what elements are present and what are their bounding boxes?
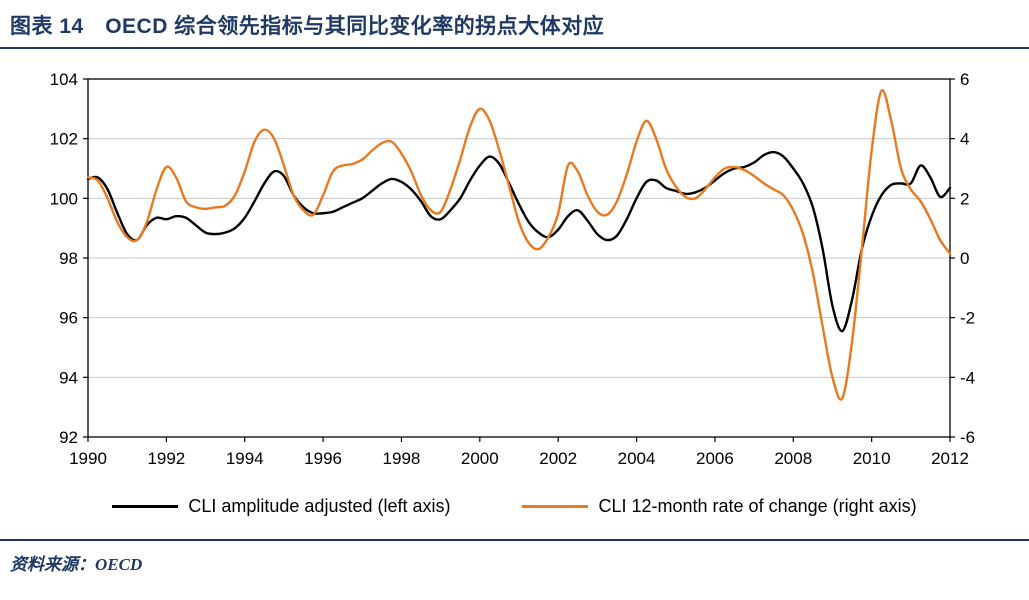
left-axis-tick-label: 94 — [59, 368, 78, 387]
left-axis-tick-label: 102 — [50, 130, 78, 149]
chart-legend: CLI amplitude adjusted (left axis) CLI 1… — [0, 496, 1029, 517]
x-axis-tick-label: 2002 — [539, 449, 577, 468]
x-axis-tick-label: 2004 — [618, 449, 656, 468]
left-axis-tick-label: 100 — [50, 189, 78, 208]
legend-item-roc: CLI 12-month rate of change (right axis) — [522, 496, 917, 517]
cli-line-chart: 92 94 96 98 100 102 104 -6 -4 -2 0 2 4 6 1990 1992 1994 1… — [50, 70, 976, 468]
figure-panel: 图表 14 OECD 综合领先指标与其同比变化率的拐点大体对应 92 94 96 98… — [0, 15, 1029, 575]
right-axis-tick-label: -4 — [960, 368, 975, 387]
left-axis-tick-label: 92 — [59, 428, 78, 447]
roc-line-swatch-icon — [522, 505, 589, 508]
x-axis-tick-label: 2000 — [461, 449, 499, 468]
cli-series-line — [86, 150, 952, 333]
right-axis-tick-label: 0 — [960, 249, 969, 268]
right-axis-tick-label: -2 — [960, 309, 975, 328]
title-divider — [0, 47, 1029, 49]
chart-area: 92 94 96 98 100 102 104 -6 -4 -2 0 2 4 6 1990 1992 1994 1… — [0, 49, 1029, 480]
right-axis-tick-label: 2 — [960, 189, 969, 208]
source-note: 资料来源：OECD — [10, 555, 143, 574]
x-axis-tick-label: 2008 — [774, 449, 812, 468]
legend-label-roc: CLI 12-month rate of change (right axis) — [598, 496, 917, 516]
x-axis-tick-label: 2006 — [696, 449, 734, 468]
right-axis-tick-label: -6 — [960, 428, 975, 447]
figure-title: 图表 14 OECD 综合领先指标与其同比变化率的拐点大体对应 — [10, 15, 605, 38]
x-axis-tick-label: 1998 — [383, 449, 421, 468]
x-axis-tick-label: 1992 — [147, 449, 185, 468]
x-axis-tick-label: 2010 — [853, 449, 891, 468]
right-axis-tick-label: 4 — [960, 130, 969, 149]
source-row: 资料来源：OECD — [0, 539, 1029, 575]
legend-item-cli: CLI amplitude adjusted (left axis) — [112, 496, 450, 517]
left-axis-tick-label: 96 — [59, 309, 78, 328]
x-axis-tick-label: 1996 — [304, 449, 342, 468]
cli-line-swatch-icon — [112, 505, 179, 508]
x-axis-tick-label: 1990 — [69, 449, 107, 468]
roc-series-line — [86, 89, 952, 401]
legend-label-cli: CLI amplitude adjusted (left axis) — [188, 496, 451, 516]
left-axis-tick-label: 98 — [59, 249, 78, 268]
left-axis-tick-label: 104 — [50, 70, 78, 89]
right-axis-tick-label: 6 — [960, 70, 969, 89]
x-axis-tick-label: 2012 — [931, 449, 969, 468]
x-axis-tick-label: 1994 — [226, 449, 264, 468]
